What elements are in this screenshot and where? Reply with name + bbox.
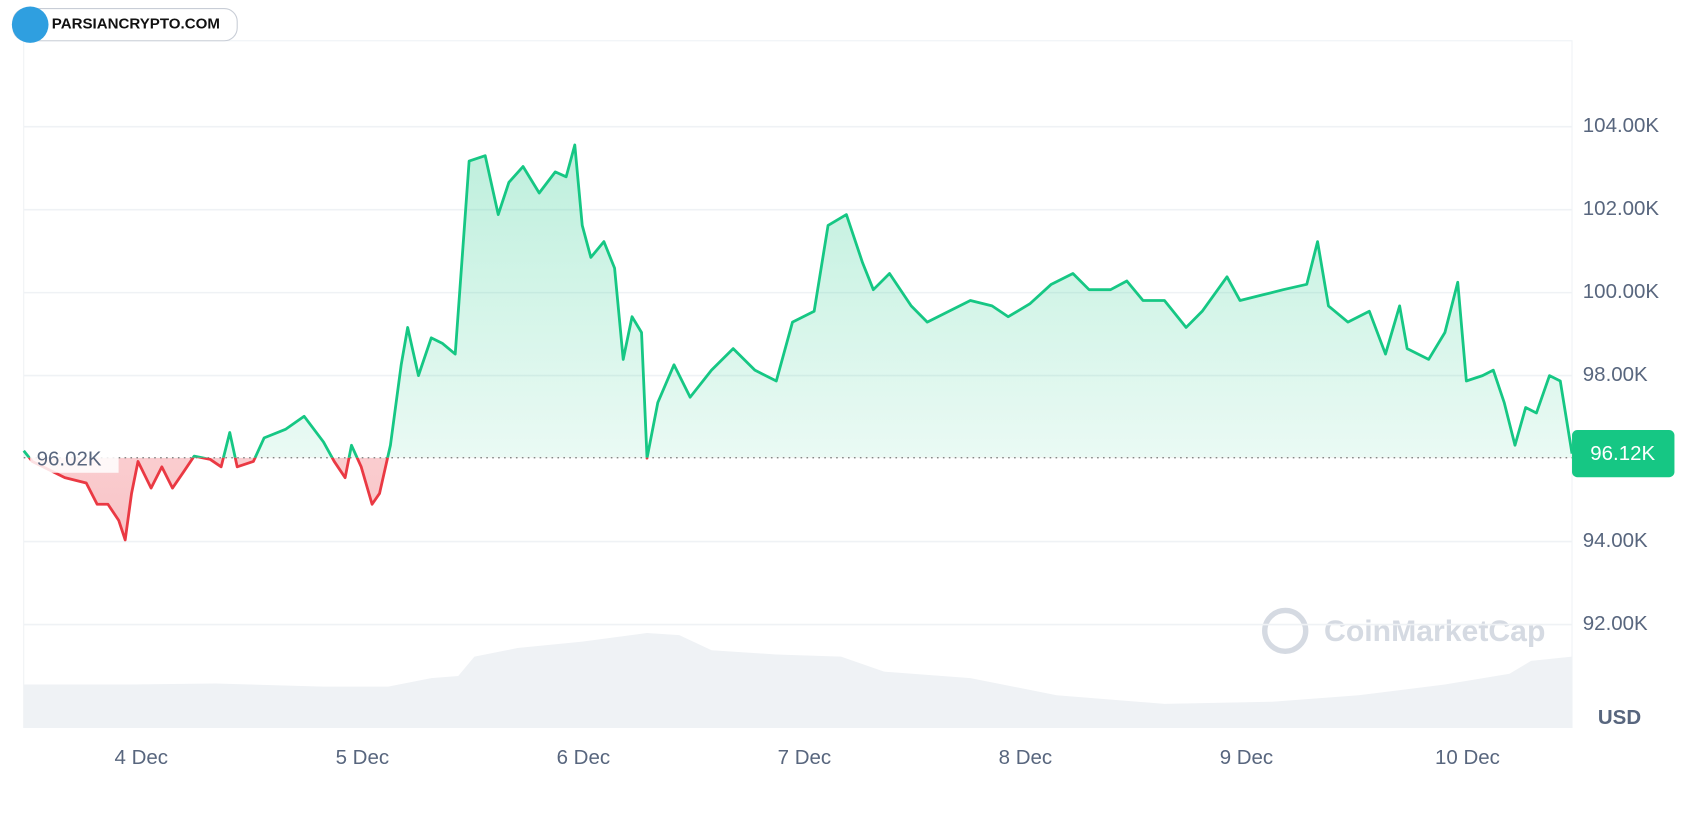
x-tick-label: 4 Dec xyxy=(115,747,168,769)
volume-area xyxy=(23,633,1573,728)
badge-icon xyxy=(11,6,49,43)
y-tick-label: 100.00K xyxy=(1583,281,1660,303)
y-tick-label: 94.00K xyxy=(1583,530,1648,552)
watermark: CoinMarketCap xyxy=(1262,607,1545,654)
y-tick-label: 92.00K xyxy=(1583,613,1648,635)
x-tick-label: 8 Dec xyxy=(999,747,1052,769)
last-price-label: 96.12K xyxy=(1590,443,1655,465)
x-tick-label: 5 Dec xyxy=(336,747,389,769)
x-tick-label: 6 Dec xyxy=(557,747,610,769)
y-tick-label: 104.00K xyxy=(1583,115,1660,137)
price-line-above xyxy=(22,143,1574,458)
x-tick-label: 10 Dec xyxy=(1435,747,1500,769)
y-tick-label: 102.00K xyxy=(1583,198,1660,220)
reference-label: 96.02K xyxy=(37,448,102,470)
y-unit: USD xyxy=(1598,707,1641,729)
area-above xyxy=(23,144,1573,458)
watermark-text: CoinMarketCap xyxy=(1324,615,1545,648)
x-tick-label: 7 Dec xyxy=(778,747,831,769)
badge-text: PARSIANCRYPTO.COM xyxy=(52,16,220,33)
site-badge: PARSIANCRYPTO.COM xyxy=(11,6,238,43)
reference-label-bg xyxy=(30,442,119,473)
y-tick-label: 98.00K xyxy=(1583,364,1648,386)
x-tick-label: 9 Dec xyxy=(1220,747,1273,769)
price-line-below xyxy=(27,457,649,542)
last-price-badge xyxy=(1572,429,1675,478)
